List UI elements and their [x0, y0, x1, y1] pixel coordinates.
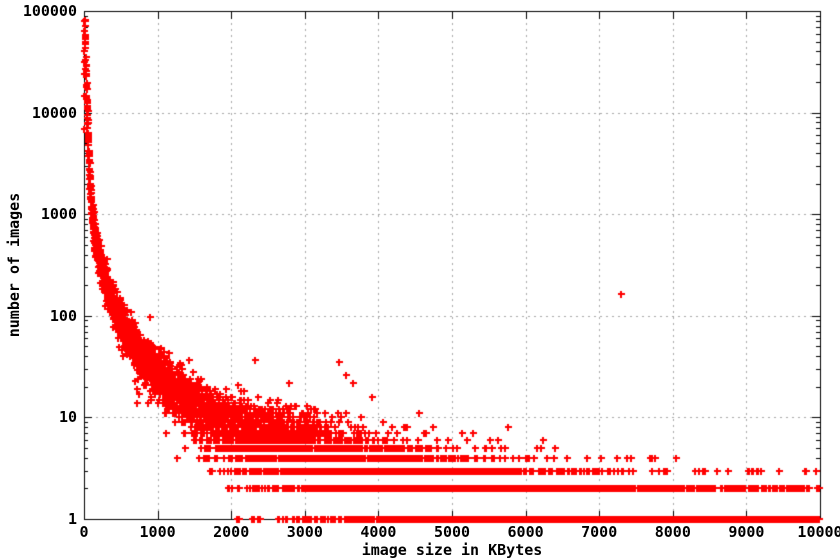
- x-axis-title: image size in KBytes: [361, 541, 543, 559]
- y-axis-title: number of images: [5, 192, 23, 338]
- x-tick-label: 5000: [433, 523, 471, 541]
- x-tick-label: 6000: [507, 523, 544, 541]
- x-tick-label: 7000: [581, 523, 618, 541]
- y-tick-label: 100: [49, 306, 77, 325]
- x-tick-label: 9000: [728, 523, 765, 541]
- y-tick-label: 10000: [31, 103, 77, 122]
- x-tick-label: 0: [79, 523, 89, 541]
- x-tick-label: 2000: [213, 523, 250, 541]
- x-tick-label: 3000: [286, 523, 323, 541]
- y-tick-label: 100000: [22, 2, 77, 20]
- y-tick-label: 1: [67, 510, 77, 528]
- x-tick-label: 4000: [360, 523, 397, 541]
- x-tick-label: 1000: [139, 523, 176, 541]
- x-tick-label: 8000: [654, 523, 691, 541]
- y-tick-label: 10: [58, 408, 77, 427]
- y-tick-label: 1000: [40, 205, 77, 224]
- x-tick-label: 10000: [797, 523, 840, 541]
